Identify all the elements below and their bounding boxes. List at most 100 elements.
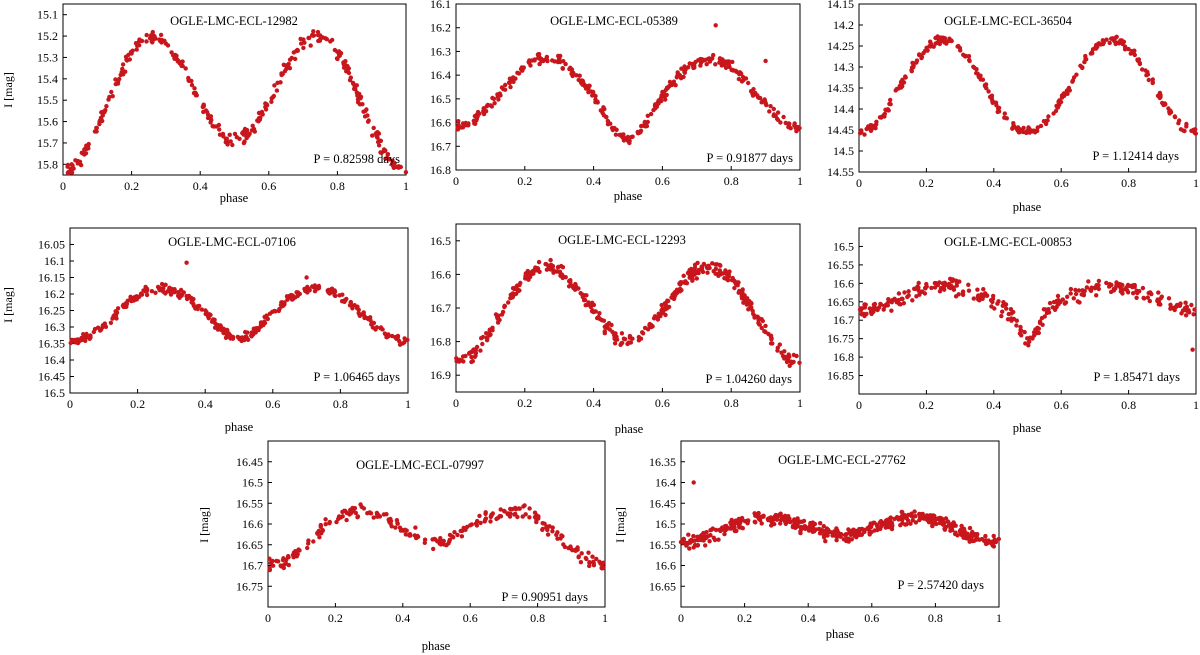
data-point <box>1078 63 1083 68</box>
data-point <box>109 89 114 95</box>
data-point <box>536 259 542 265</box>
data-point <box>543 261 548 267</box>
y-tick-label: 16.35 <box>649 455 676 469</box>
data-point <box>110 94 115 99</box>
data-point <box>363 108 368 114</box>
data-point <box>991 544 997 549</box>
data-point <box>590 93 595 98</box>
data-point <box>316 283 322 289</box>
data-point <box>671 79 677 84</box>
x-tick-label: 0.2 <box>737 611 752 625</box>
data-point <box>588 303 593 308</box>
x-tick-label: 1 <box>403 179 409 193</box>
x-tick-label: 0.4 <box>986 398 1001 412</box>
data-point <box>966 288 972 293</box>
data-point <box>260 112 265 117</box>
data-point <box>301 45 306 51</box>
data-point <box>526 273 532 278</box>
data-point <box>946 522 952 528</box>
data-point <box>295 552 300 557</box>
data-point <box>123 69 128 74</box>
data-point <box>317 535 322 540</box>
data-point <box>932 285 938 290</box>
data-point <box>864 126 869 132</box>
data-point <box>911 65 916 70</box>
data-point <box>954 283 959 288</box>
data-point <box>933 35 938 41</box>
data-point <box>730 59 735 65</box>
data-point <box>1065 294 1070 299</box>
data-point <box>452 530 457 535</box>
data-point <box>913 520 919 525</box>
data-point <box>979 292 984 297</box>
y-tick-label: 14.2 <box>833 18 854 32</box>
data-point <box>930 521 935 526</box>
data-point <box>193 306 198 311</box>
data-point <box>990 539 996 544</box>
data-point <box>726 59 732 64</box>
data-point <box>561 542 566 547</box>
data-point <box>368 318 373 323</box>
data-point <box>1141 295 1146 301</box>
data-point <box>120 66 125 72</box>
x-axis-ticks: 0 0.2 0.4 0.6 0.8 1 <box>453 388 803 410</box>
data-point <box>1158 302 1163 307</box>
data-point <box>305 545 310 551</box>
data-point <box>1084 285 1090 290</box>
data-point <box>334 56 340 61</box>
data-point <box>1050 305 1056 310</box>
data-point <box>681 536 686 542</box>
data-point <box>205 115 211 121</box>
data-point <box>183 66 188 71</box>
data-point <box>346 70 352 76</box>
data-point <box>594 556 599 562</box>
data-point <box>786 359 791 364</box>
data-point <box>499 312 505 317</box>
data-point <box>1137 289 1142 294</box>
data-point <box>675 73 680 78</box>
data-point <box>1070 79 1075 84</box>
data-point <box>713 62 718 67</box>
data-point <box>569 71 574 77</box>
data-point <box>731 520 736 526</box>
period-label: P = 0.90951 days <box>502 590 589 604</box>
data-point <box>459 534 465 539</box>
data-point <box>937 36 942 41</box>
data-point <box>527 506 532 511</box>
y-tick-label: 16.45 <box>236 455 263 469</box>
data-point <box>354 83 359 88</box>
data-point <box>684 540 690 546</box>
data-point <box>157 288 162 293</box>
data-point <box>286 562 291 568</box>
data-point <box>928 43 934 48</box>
y-axis-ticks: 16.45 16.5 16.55 16.6 16.65 16.7 16.75 <box>236 455 272 593</box>
data-point <box>780 514 786 520</box>
data-point <box>651 316 657 321</box>
data-point <box>523 512 528 517</box>
data-point <box>126 52 131 58</box>
data-point <box>184 260 189 265</box>
data-point <box>502 509 507 514</box>
data-point <box>961 535 966 540</box>
data-point <box>960 292 966 297</box>
data-point <box>910 518 915 523</box>
data-point <box>798 524 804 530</box>
data-point <box>711 535 716 540</box>
data-point <box>159 281 165 287</box>
data-point <box>763 58 768 64</box>
data-point <box>648 322 654 328</box>
y-tick-label: 16.2 <box>430 21 451 35</box>
data-point <box>825 533 830 538</box>
data-point <box>532 510 538 515</box>
data-point <box>942 37 947 43</box>
x-tick-label: 0.6 <box>655 174 670 188</box>
data-point <box>967 525 973 531</box>
y-tick-label: 15.8 <box>37 157 58 171</box>
y-tick-label: 16.65 <box>827 295 854 309</box>
data-point <box>139 292 145 297</box>
x-axis-label: phase <box>422 639 451 653</box>
y-tick-label: 16.3 <box>44 320 65 334</box>
data-point <box>149 289 155 294</box>
data-point <box>1006 311 1011 317</box>
data-point <box>981 538 987 543</box>
